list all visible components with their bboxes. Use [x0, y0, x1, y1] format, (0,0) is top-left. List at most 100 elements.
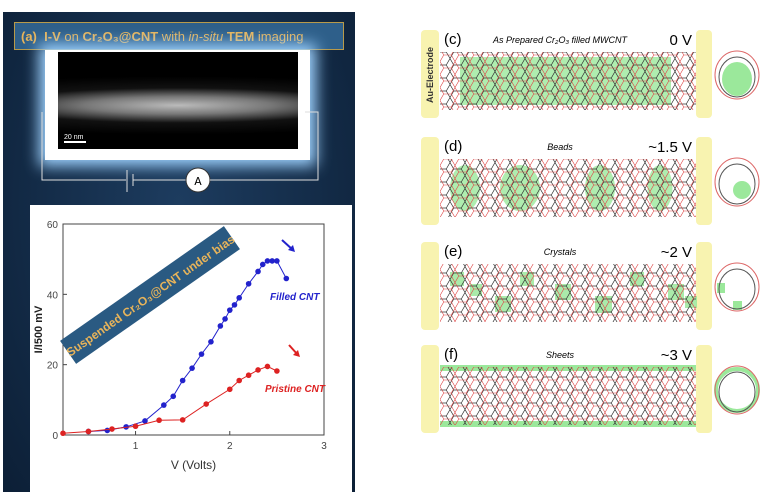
au-electrode-left [421, 137, 439, 225]
data-point [226, 307, 233, 313]
legend-label: Pristine CNT [265, 384, 326, 395]
panel-label: Crystals [544, 247, 577, 257]
data-point [259, 261, 266, 268]
cross-outer-wall [714, 157, 760, 207]
banner-box [60, 226, 240, 364]
tem-image: 20 nm [58, 52, 298, 149]
data-point [156, 417, 162, 424]
data-point [245, 280, 252, 287]
panel-id: (c) [444, 31, 462, 48]
voltage-label: 0 V [669, 32, 692, 49]
cross-inner-wall [718, 371, 756, 413]
electrode-label: Au-Electrode [425, 47, 435, 103]
panel-sheets: (f) Sheets ~3 V [421, 345, 760, 433]
cross-fill [722, 62, 752, 96]
data-point [274, 258, 280, 264]
data-point [236, 377, 242, 384]
cross-outer-wall [714, 50, 760, 100]
y-tick-label: 0 [52, 431, 58, 442]
ammeter-label: A [194, 175, 202, 189]
data-point [170, 393, 177, 400]
data-point [109, 426, 115, 432]
title-insitu: in-situ [188, 29, 224, 44]
series-line-0 [88, 260, 287, 432]
title-iv: I-V [44, 29, 61, 44]
voltage-label: ~2 V [661, 244, 692, 261]
panel-id: (d) [444, 138, 462, 155]
cross-crystal [733, 301, 742, 310]
voltage-label: ~1.5 V [648, 139, 692, 156]
scale-bar: 20 nm [64, 134, 86, 143]
y-tick-label: 20 [47, 361, 59, 372]
data-point [60, 430, 66, 437]
data-point [198, 351, 205, 357]
au-electrode-left [421, 242, 439, 330]
title-with: with [158, 29, 189, 44]
data-point [179, 377, 186, 384]
cross-sheet [714, 367, 760, 413]
data-point [226, 386, 233, 393]
data-point [255, 268, 261, 275]
y-tick-label: 60 [47, 220, 59, 231]
data-point [283, 275, 290, 282]
data-point [189, 365, 195, 371]
cross-inner-wall [718, 163, 756, 205]
data-point [161, 402, 167, 408]
x-axis-label: V (Volts) [171, 458, 216, 472]
data-point [142, 418, 148, 424]
au-electrode-left [421, 345, 439, 433]
au-electrode-right [696, 137, 712, 225]
x-tick-label: 2 [227, 441, 233, 452]
panel-beads: (d) Beads ~1.5 V [421, 137, 760, 225]
cross-inner-wall [718, 56, 756, 98]
arrowhead-icon [288, 245, 295, 252]
panel-a-title: (a) I-V on Cr₂O₃@CNT with in-situ TEM im… [14, 22, 344, 50]
legend-label: Filled CNT [270, 292, 320, 303]
au-electrode-right [696, 30, 712, 118]
title-on: on [60, 29, 83, 44]
cross-crystal [717, 283, 725, 293]
circuit-diagram: A [41, 111, 319, 193]
au-electrode-left [421, 30, 439, 118]
data-point [231, 302, 238, 308]
data-point [255, 367, 261, 373]
data-point [203, 401, 210, 407]
cnt-lattice-outer [440, 159, 696, 217]
cnt-lattice-outer [440, 52, 696, 110]
data-point [264, 363, 271, 370]
panel-label: Beads [547, 142, 573, 152]
cross-outer-wall [714, 365, 760, 415]
panel-label: As Prepared Cr₂O₃ filled MWCNT [492, 35, 629, 45]
x-tick-label: 1 [133, 441, 139, 452]
panel-label: Sheets [546, 350, 575, 360]
plot-frame [62, 223, 325, 436]
data-point [179, 417, 186, 423]
y-tick-label: 40 [47, 290, 59, 301]
cnt-lattice-outer [440, 264, 696, 322]
voltage-label: ~3 V [661, 347, 692, 364]
y-axis-label: I/I500 mV [33, 305, 45, 353]
au-electrode-right [696, 345, 712, 433]
data-point [274, 368, 280, 374]
cnt-lattice-outer [440, 367, 696, 425]
panel-id: (e) [444, 243, 462, 260]
title-imaging: imaging [254, 29, 304, 44]
au-electrode-right [696, 242, 712, 330]
cross-inner-wall [718, 268, 756, 310]
panel-id: (a) [21, 29, 37, 44]
panel-crystals: (e) Crystals ~2 V [421, 242, 760, 330]
arrowhead-icon [293, 350, 300, 357]
data-point [264, 258, 271, 264]
cross-bead [733, 181, 751, 199]
data-point [222, 316, 228, 322]
data-point [236, 295, 242, 301]
data-point [85, 428, 92, 435]
title-material: Cr₂O₃@CNT [82, 29, 159, 44]
panel-id: (f) [444, 346, 458, 363]
title-tem: TEM [223, 29, 255, 44]
x-tick-label: 3 [321, 441, 327, 452]
cross-outer-wall [714, 262, 760, 312]
panel-filled: (c) As Prepared Cr₂O₃ filled MWCNT 0 V [421, 30, 760, 118]
